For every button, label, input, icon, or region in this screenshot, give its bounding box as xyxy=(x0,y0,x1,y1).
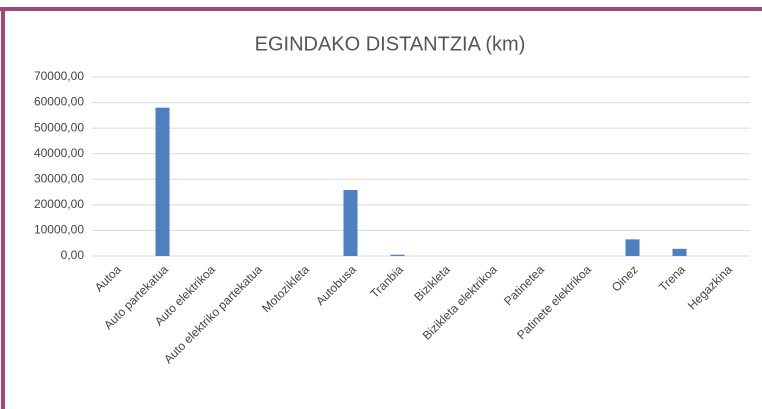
bar xyxy=(625,239,640,256)
y-tick-label: 50000,00 xyxy=(34,120,84,134)
y-tick-label: 40000,00 xyxy=(34,146,84,160)
bar xyxy=(155,107,170,256)
chart-title: EGINDAKO DISTANTZIA (km) xyxy=(255,33,526,55)
bar xyxy=(672,248,687,256)
y-tick-label: 60000,00 xyxy=(34,95,84,109)
y-tick-label: 30000,00 xyxy=(34,171,84,185)
bar xyxy=(343,190,358,256)
y-tick-label: 10000,00 xyxy=(34,223,84,237)
y-tick-label: 70000,00 xyxy=(34,69,84,83)
y-tick-label: 20000,00 xyxy=(34,197,84,211)
bar xyxy=(390,254,405,256)
y-tick-label: 0,00 xyxy=(61,248,85,262)
